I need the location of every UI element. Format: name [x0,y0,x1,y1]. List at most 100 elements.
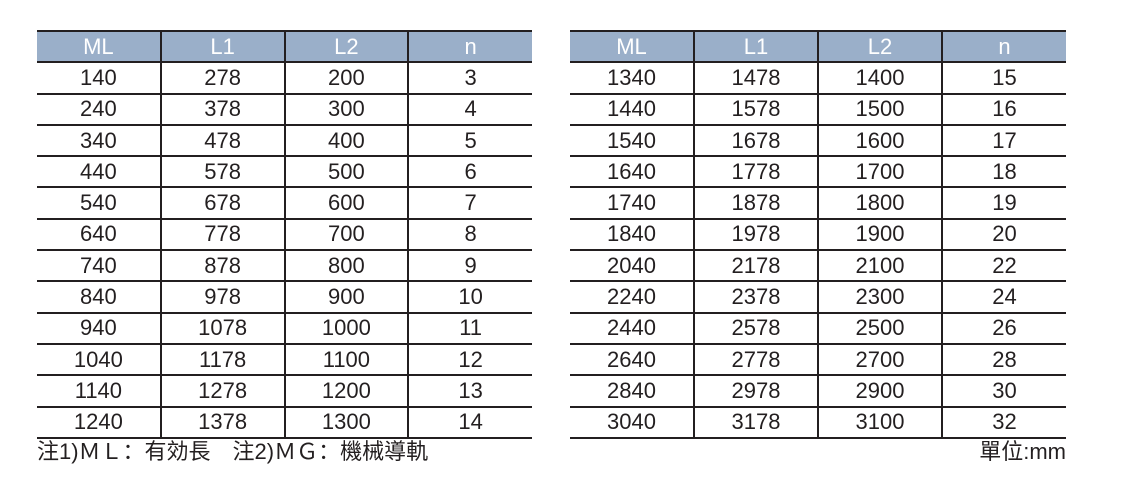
column-header: n [941,29,1066,64]
table-cell: 2778 [693,343,818,377]
table-cell: 14 [407,406,532,439]
table-cell: 1178 [159,343,285,377]
table-row: 440 578 500 6 [37,156,532,189]
table-cell: 1900 [817,218,942,252]
table-cell: 440 [37,156,161,189]
table-cell: 28 [941,343,1066,377]
table-cell: 1600 [817,124,942,158]
table-cell: 700 [283,218,409,252]
table-cell: 1700 [817,156,942,189]
table-cell: 1078 [159,312,285,345]
table-cell: 740 [37,250,161,283]
table-cell: 1540 [570,124,694,158]
table-cell: 2100 [817,250,942,283]
table-row: 3040 3178 3100 32 [570,406,1066,439]
table-row: 240 378 300 4 [37,93,532,126]
table-cell: 1140 [37,375,161,408]
table-cell: 1040 [37,343,161,377]
column-header: L2 [283,29,409,64]
table-cell: 9 [407,250,532,283]
table-cell: 1000 [283,312,409,345]
table-cell: 1300 [283,406,409,439]
table-cell: 2378 [693,281,818,314]
table-row: 1840 1978 1900 20 [570,218,1066,252]
table-cell: 2978 [693,375,818,408]
table-cell: 300 [283,93,409,126]
table-cell: 278 [159,62,285,95]
table-cell: 2500 [817,312,942,345]
column-header: L1 [159,29,285,64]
table-cell: 900 [283,281,409,314]
table-cell: 640 [37,218,161,252]
table-cell: 3 [407,62,532,95]
column-header: ML [37,29,161,64]
table-cell: 19 [941,187,1066,220]
table-cell: 3040 [570,406,694,439]
column-header: L1 [693,29,818,64]
table-cell: 15 [941,62,1066,95]
table-cell: 3178 [693,406,818,439]
table-cell: 1200 [283,375,409,408]
table-cell: 200 [283,62,409,95]
table-cell: 18 [941,156,1066,189]
table-row: 1240 1378 1300 14 [37,406,532,439]
table-cell: 500 [283,156,409,189]
column-header: L2 [817,29,942,64]
table-cell: 4 [407,93,532,126]
table-row: 140 278 200 3 [37,62,532,95]
unit-label: 單位:mm [979,439,1066,464]
table-cell: 1240 [37,406,161,439]
table-cell: 1278 [159,375,285,408]
table-cell: 1440 [570,93,694,126]
table-cell: 940 [37,312,161,345]
table-row: 940 1078 1000 11 [37,312,532,345]
table-cell: 2178 [693,250,818,283]
table-cell: 2840 [570,375,694,408]
table-cell: 11 [407,312,532,345]
table-cell: 2300 [817,281,942,314]
table-cell: 540 [37,187,161,220]
table-cell: 378 [159,93,285,126]
table-cell: 1840 [570,218,694,252]
table-cell: 32 [941,406,1066,439]
table-cell: 1640 [570,156,694,189]
table-row: 2440 2578 2500 26 [570,312,1066,345]
table-cell: 1678 [693,124,818,158]
table-row: 2840 2978 2900 30 [570,375,1066,408]
table-cell: 1578 [693,93,818,126]
column-header: n [407,29,532,64]
table-row: 540 678 600 7 [37,187,532,220]
table-cell: 1800 [817,187,942,220]
table-cell: 140 [37,62,161,95]
table-cell: 678 [159,187,285,220]
table-cell: 2900 [817,375,942,408]
table-row: 740 878 800 9 [37,250,532,283]
table-cell: 1978 [693,218,818,252]
table-cell: 6 [407,156,532,189]
column-header: ML [570,29,694,64]
table-cell: 2578 [693,312,818,345]
table-cell: 578 [159,156,285,189]
table-cell: 600 [283,187,409,220]
table-row: 840 978 900 10 [37,281,532,314]
table-row: 640 778 700 8 [37,218,532,252]
table-cell: 10 [407,281,532,314]
table-cell: 2640 [570,343,694,377]
table-cell: 840 [37,281,161,314]
table-cell: 12 [407,343,532,377]
table-row: 1540 1678 1600 17 [570,124,1066,158]
table-cell: 1878 [693,187,818,220]
table-cell: 800 [283,250,409,283]
table-row: 2240 2378 2300 24 [570,281,1066,314]
table-cell: 16 [941,93,1066,126]
table-cell: 22 [941,250,1066,283]
table-cell: 2240 [570,281,694,314]
table-row: 1140 1278 1200 13 [37,375,532,408]
table-cell: 1778 [693,156,818,189]
table-row: 1340 1478 1400 15 [570,62,1066,95]
table-cell: 2700 [817,343,942,377]
table-cell: 1500 [817,93,942,126]
table-cell: 478 [159,124,285,158]
table-cell: 1340 [570,62,694,95]
table-cell: 978 [159,281,285,314]
